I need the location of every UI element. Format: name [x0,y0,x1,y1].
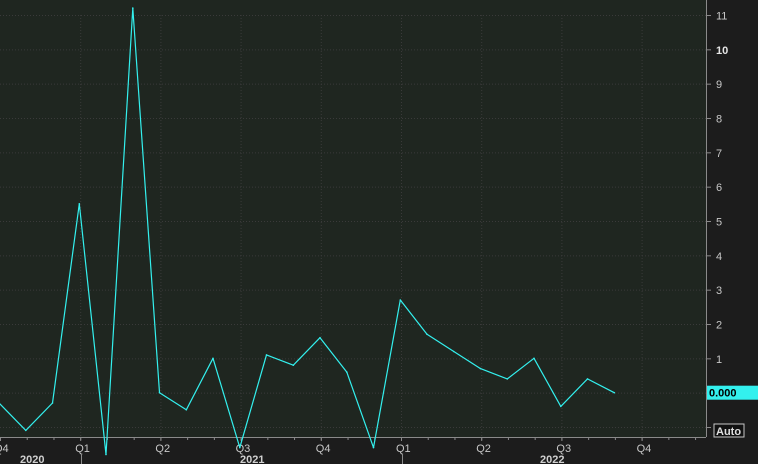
grid-lines [0,15,706,437]
data-point [533,357,535,360]
data-point [212,357,214,360]
x-tick-label: Q4 [316,443,331,455]
data-point [105,453,107,456]
series-line [0,7,615,456]
x-tick-label: Q4 [637,443,652,455]
data-point [399,299,402,301]
y-tick-label: 4 [716,251,722,263]
x-tick-label: Q4 [0,443,9,455]
data-point [506,378,509,380]
data-point [560,405,562,408]
data-points [25,7,616,456]
data-point [185,409,188,411]
x-tick-label: Q2 [155,443,170,455]
y-tick-label: 10 [716,45,728,57]
y-tick-label: 11 [716,11,727,23]
data-point [51,402,54,404]
x-tick-label: Q1 [396,443,411,455]
year-label: 2022 [540,454,564,464]
y-tick-label: 1 [716,354,722,366]
y-tick-label: 3 [716,285,722,297]
data-point [613,391,616,394]
data-point [453,350,455,353]
x-tick-label: Q2 [476,443,491,455]
data-point [239,446,241,449]
year-label: 2020 [20,454,44,464]
y-tick-label: 9 [716,79,722,91]
data-point [426,333,428,336]
y-tick-label: 2 [716,320,722,332]
data-point [479,367,482,370]
chart-panel [0,0,706,437]
y-tick-label: 7 [716,148,722,160]
auto-label: Auto [716,426,741,438]
x-tick-label: Q1 [75,443,90,455]
y-tick-label: 8 [716,114,722,126]
last-value-badge [707,385,758,400]
data-point [265,354,268,356]
data-point [78,203,81,205]
x-tick-label: Q3 [556,443,571,455]
y-tick-label: 6 [716,182,722,194]
last-value-marker: 0.000 [707,385,758,400]
year-label: 2021 [240,454,264,464]
data-point [292,364,295,367]
data-point [586,378,589,380]
y-tick-label: 5 [716,217,722,229]
data-point [132,7,134,9]
data-point [25,429,27,432]
data-point [372,446,375,449]
auto-scale-button[interactable]: Auto [713,423,745,438]
data-point [319,336,321,339]
last-value-label: 0.000 [709,388,737,400]
y-axis: -11234567891011 [706,0,728,437]
data-point [158,391,161,394]
data-point [346,371,348,373]
